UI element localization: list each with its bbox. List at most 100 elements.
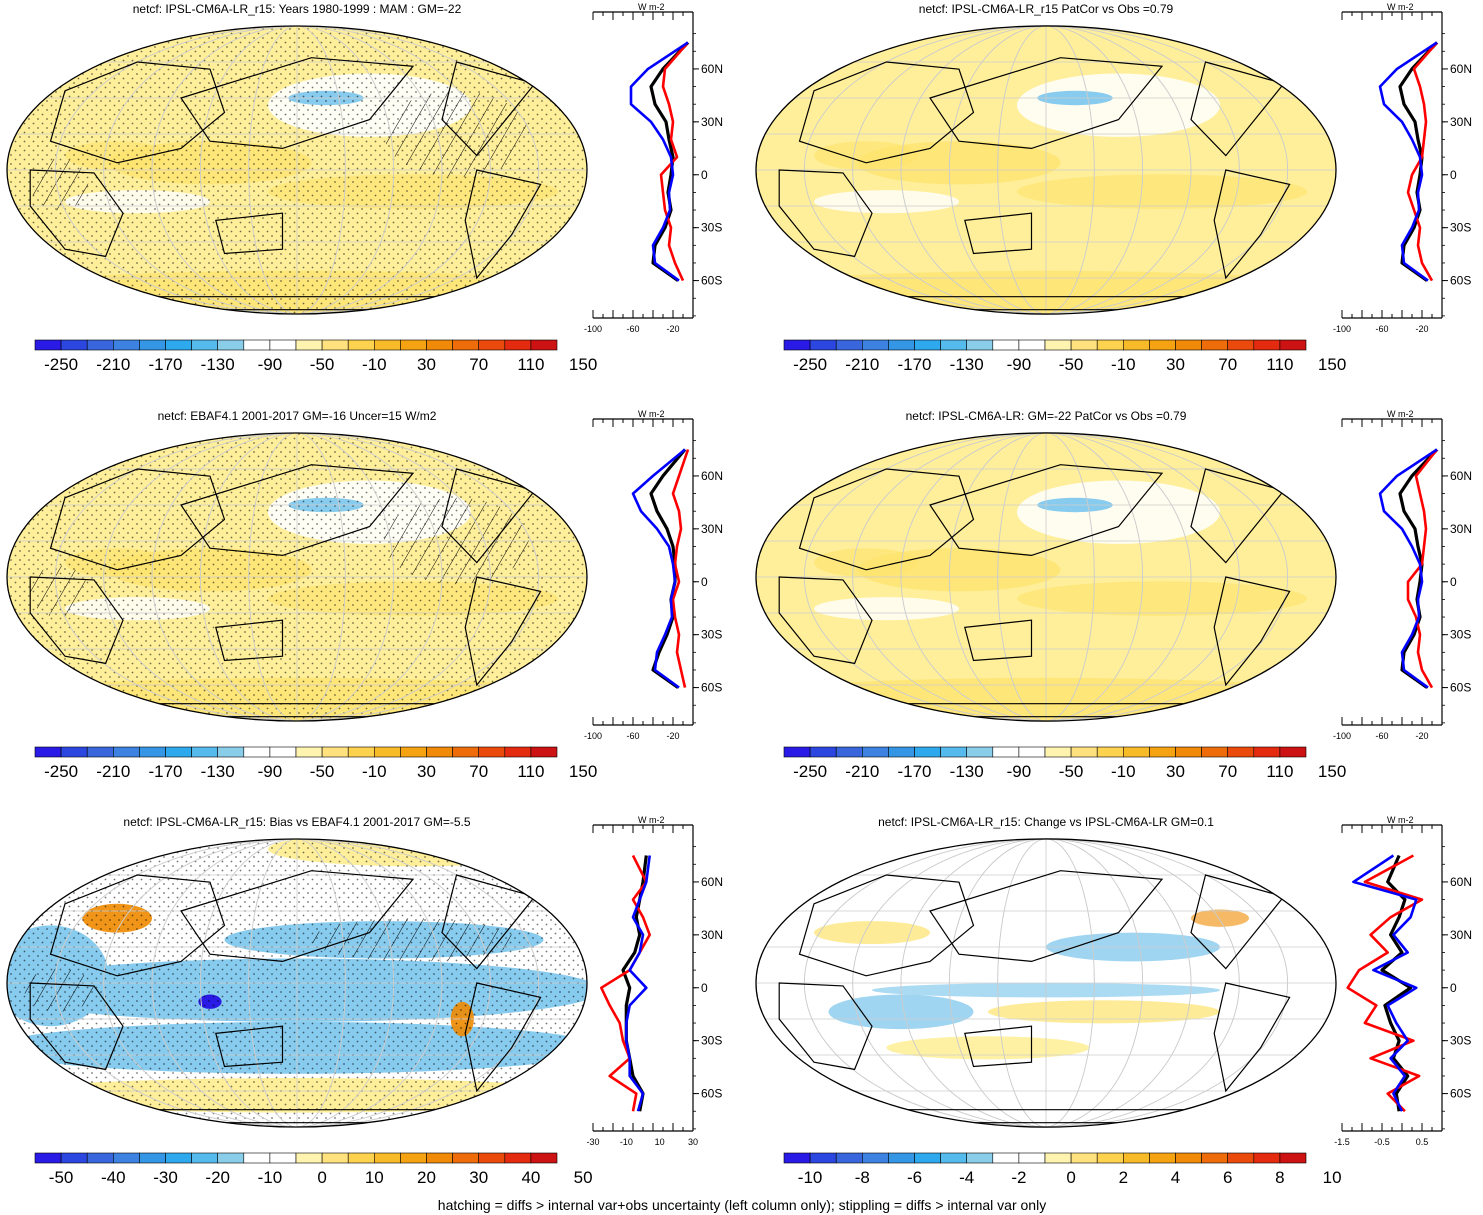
colorbar-label: 150 [1318,762,1346,781]
colorbar-box [530,746,558,758]
colorbar-box [1227,339,1255,351]
panel-f: netcf: IPSL-CM6A-LR_r15: Change vs IPSL-… [755,815,1472,1187]
colorbar-label: 110 [1266,762,1293,781]
colorbar-box [914,339,941,351]
profile-series-line [1346,854,1424,1113]
colorbar-label: -250 [44,762,78,781]
colorbar-box [1070,339,1098,351]
profile-xtick-label: -30 [586,1137,599,1147]
coastline [964,619,1033,662]
colorbar-label: 150 [569,762,597,781]
colorbar-box [426,746,453,758]
colorbar-box [452,339,480,351]
colorbar-label: -90 [258,762,283,781]
colorbar-label: -20 [205,1168,230,1187]
colorbar-box [269,339,297,351]
panel-a-colorbar: -250 -210 -170 -130 -90 -50 -10 30 70 110 150 [34,339,597,374]
colorbar-box [861,1152,889,1164]
panel-f-colorbar: -10 -8 -6 -4 -2 0 2 4 6 8 10 [783,1152,1342,1187]
colorbar-box [888,339,915,351]
profile-lat-label: 60N [1450,469,1472,483]
colorbar-label: 30 [417,762,436,781]
colorbar-box [243,746,271,758]
colorbar-box [783,746,811,758]
colorbar-box [1123,746,1150,758]
profile-lat-label: 60S [1450,1087,1471,1101]
colorbar-label: 4 [1171,1168,1180,1187]
panel-c-colorbar: -250 -210 -170 -130 -90 -50 -10 30 70 110 150 [34,746,597,781]
colorbar-label: 10 [365,1168,384,1187]
colorbar-box [86,339,114,351]
map-field [7,433,587,721]
panel-f-map [755,838,1337,1128]
profile-xtick-label: -60 [1375,731,1388,741]
colorbar-box [835,1152,863,1164]
profile-lat-label: 30S [1450,221,1471,235]
colorbar-label: -250 [793,355,827,374]
coastline [180,464,415,557]
colorbar-label: -170 [148,762,182,781]
colorbar-box [321,746,349,758]
coastline [441,61,536,157]
colorbar-box [835,746,863,758]
profile-lat-label: 0 [1450,575,1457,589]
panel-c-zonal-profile: W m-2 -100 -60 -20 60N 30N 0 30S 60S [584,409,723,741]
profile-series-line [1406,448,1439,689]
profile-xtick-label: -60 [626,731,639,741]
coastline [464,169,542,280]
panel-b-colorbar: -250 -210 -170 -130 -90 -50 -10 30 70 110 150 [783,339,1346,374]
colorbar-box [992,746,1020,758]
colorbar-label: -210 [845,355,879,374]
colorbar-box [217,746,245,758]
colorbar-box [1279,1152,1307,1164]
coastline [1190,874,1285,970]
colorbar-label: -10 [1111,762,1136,781]
coastline [964,212,1033,255]
profile-unit-label: W m-2 [638,2,665,12]
colorbar-label: -50 [49,1168,74,1187]
colorbar-box [60,1152,88,1164]
colorbar-box [373,339,401,351]
profile-unit-label: W m-2 [638,815,665,825]
colorbar-label: -4 [959,1168,974,1187]
colorbar-label: 30 [1166,762,1185,781]
profile-lat-label: 30S [1450,628,1471,642]
colorbar-box [1044,339,1072,351]
colorbar-box [530,1152,558,1164]
colorbar-box [888,1152,915,1164]
coastline [778,982,873,1071]
colorbar-label: -130 [201,355,235,374]
panel-a-title: netcf: IPSL-CM6A-LR_r15: Years 1980-1999… [133,2,462,16]
colorbar-box [966,746,994,758]
colorbar-box [1070,746,1098,758]
colorbar-box [426,1152,453,1164]
colorbar-box [60,339,88,351]
profile-xtick-label: -60 [626,324,639,334]
colorbar-box [113,339,140,351]
coastline [1213,169,1291,280]
coastline [215,619,284,662]
panel-a-zonal-profile: W m-2 -100 -60 -20 60N 30N 0 30S 60S [584,2,723,334]
map-frame [6,432,588,722]
colorbar-box [400,746,427,758]
panel-b-map [755,25,1337,315]
coastline [1213,576,1291,687]
colorbar-label: -130 [950,762,984,781]
colorbar-label: -250 [793,762,827,781]
panel-b-title: netcf: IPSL-CM6A-LR_r15 PatCor vs Obs =0… [919,2,1174,16]
coastline [464,576,542,687]
colorbar-label: 70 [469,762,488,781]
colorbar-box [1175,339,1202,351]
colorbar-box [60,746,88,758]
coastline [180,57,415,150]
profile-series-line [624,855,651,1112]
colorbar-box [809,746,837,758]
colorbar-label: -10 [798,1168,823,1187]
coastline [180,870,415,963]
profile-series-line [1406,41,1438,282]
coastline [29,982,124,1071]
panel-d-colorbar: -250 -210 -170 -130 -90 -50 -10 30 70 110 150 [783,746,1346,781]
colorbar-box [243,1152,271,1164]
profile-lat-label: 30S [701,628,722,642]
colorbar-box [1018,339,1046,351]
